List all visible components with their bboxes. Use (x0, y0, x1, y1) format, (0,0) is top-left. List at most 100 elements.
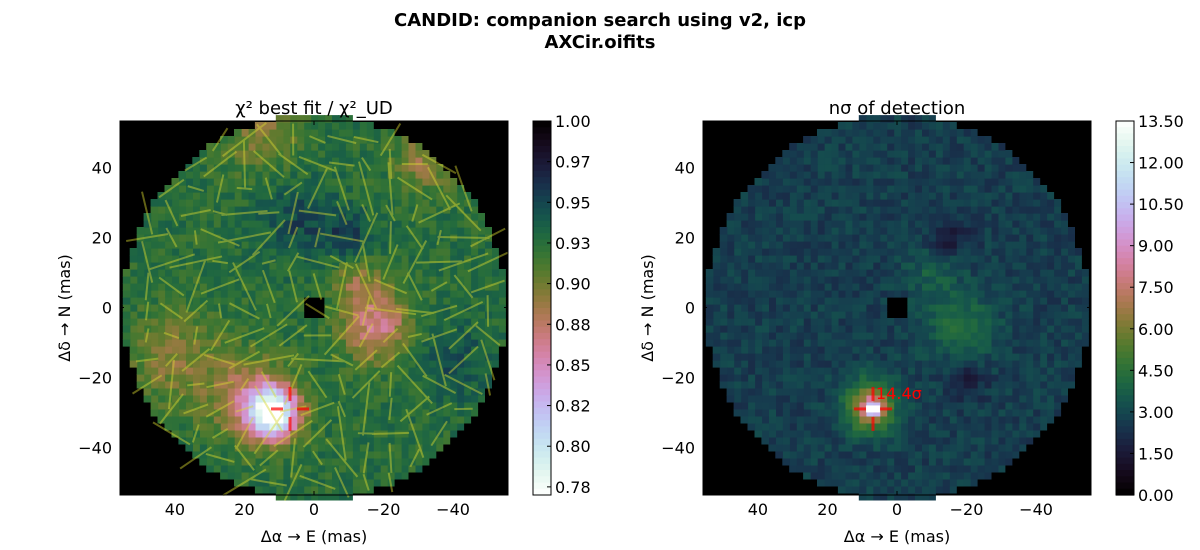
heatmap-cell (782, 443, 790, 452)
heatmap-cell (241, 450, 249, 459)
heatmap-cell (317, 171, 326, 179)
heatmap-cell (1046, 283, 1055, 291)
heatmap-cell (914, 408, 922, 417)
heatmap-cell (1039, 415, 1048, 424)
heatmap-cell (942, 415, 950, 424)
heatmap-cell (373, 150, 381, 158)
heatmap-cell (970, 415, 978, 424)
heatmap-cell (220, 276, 228, 284)
heatmap-cell (449, 373, 458, 382)
heatmap-cell (171, 283, 180, 291)
heatmap-cell (373, 373, 381, 382)
heatmap-cell (261, 429, 270, 438)
heatmap-cell (449, 283, 458, 291)
heatmap-cell (303, 192, 312, 200)
fit-line (380, 351, 401, 369)
heatmap-cell (900, 457, 909, 466)
heatmap-cell (254, 401, 263, 410)
heatmap-cell (1060, 290, 1068, 298)
heatmap-cell (234, 297, 242, 305)
heatmap-cell (747, 255, 756, 263)
heatmap-cell (851, 143, 860, 151)
heatmap-cell (914, 429, 922, 438)
heatmap-cell (886, 185, 895, 193)
heatmap-cell (768, 443, 776, 452)
heatmap-cell (914, 269, 922, 277)
heatmap-cell (296, 492, 305, 501)
heatmap-cell (296, 367, 305, 375)
heatmap-cell (352, 311, 360, 319)
heatmap-cell (949, 471, 957, 480)
heatmap-cell (907, 178, 915, 186)
heatmap-cell (942, 450, 950, 459)
heatmap-cell (254, 248, 263, 256)
heatmap-cell (761, 276, 769, 284)
heatmap-cell (970, 276, 978, 284)
heatmap-cell (275, 171, 284, 179)
colorbar-tick-label: 0.93 (555, 234, 591, 253)
colorbar-segment (533, 177, 551, 184)
heatmap-cell (817, 220, 825, 228)
heatmap-cell (844, 422, 853, 431)
heatmap-cell (456, 422, 465, 431)
heatmap-cell (768, 367, 776, 375)
colorbar-segment (533, 276, 551, 284)
heatmap-cell (796, 150, 804, 158)
heatmap-cell (185, 311, 193, 319)
heatmap-cell (851, 297, 860, 305)
heatmap-cell (345, 478, 353, 487)
heatmap-cell (387, 367, 395, 375)
heatmap-cell (803, 255, 811, 263)
heatmap-cell (380, 269, 388, 277)
heatmap-cell (900, 136, 909, 144)
heatmap-cell (928, 178, 936, 186)
heatmap-cell (220, 339, 228, 347)
heatmap-cell (143, 220, 152, 228)
heatmap-cell (227, 380, 235, 389)
heatmap-cell (400, 185, 409, 193)
heatmap-cell (394, 255, 402, 263)
heatmap-cell (400, 339, 409, 347)
heatmap-cell (907, 332, 915, 340)
heatmap-cell (157, 234, 166, 242)
heatmap-cell (810, 220, 818, 228)
heatmap-cell (268, 485, 277, 494)
heatmap-cell (851, 318, 860, 326)
heatmap-cell (921, 143, 929, 151)
heatmap-cell (956, 199, 964, 207)
heatmap-cell (387, 311, 395, 319)
heatmap-cell (1081, 318, 1089, 326)
heatmap-cell (754, 248, 763, 256)
heatmap-cell (157, 227, 166, 235)
heatmap-cell (803, 394, 811, 403)
heatmap-cell (914, 255, 922, 263)
heatmap-cell (373, 276, 381, 284)
heatmap-cell (977, 150, 985, 158)
heatmap-cell (345, 234, 353, 242)
heatmap-cell (768, 248, 776, 256)
fit-line (261, 259, 276, 265)
heatmap-cell (387, 478, 395, 487)
heatmap-cell (338, 367, 346, 375)
heatmap-cell (1067, 367, 1075, 375)
heatmap-cell (789, 443, 797, 452)
heatmap-cell (844, 262, 853, 270)
heatmap-cell (387, 283, 395, 291)
heatmap-cell (359, 136, 367, 144)
heatmap-cell (817, 178, 825, 186)
heatmap-cell (956, 415, 964, 424)
fit-line (382, 244, 399, 280)
heatmap-cell (171, 227, 180, 235)
heatmap-cell (775, 304, 783, 312)
heatmap-cell (830, 213, 839, 221)
heatmap-cell (220, 436, 228, 445)
heatmap-cell (1074, 325, 1082, 333)
heatmap-cell (726, 373, 735, 382)
heatmap-cell (796, 353, 804, 361)
heatmap-cell (1018, 415, 1027, 424)
heatmap-cell (227, 255, 235, 263)
heatmap-cell (928, 164, 936, 172)
heatmap-cell (352, 353, 360, 361)
heatmap-cell (810, 401, 818, 410)
heatmap-cell (338, 143, 346, 151)
